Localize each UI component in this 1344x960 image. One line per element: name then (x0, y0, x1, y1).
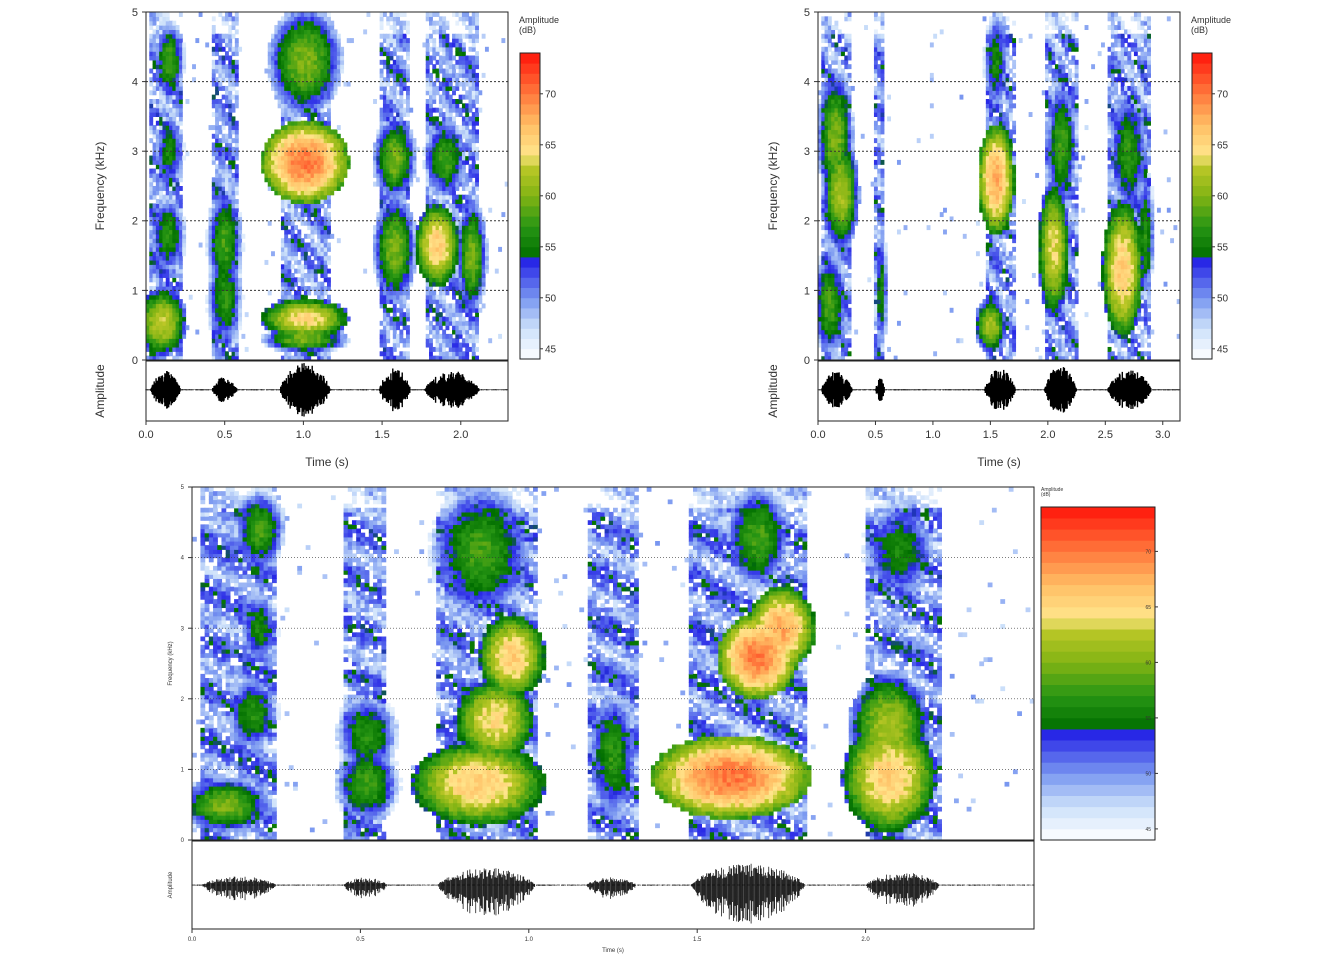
y-axis-label: Frequency (kHz) (93, 142, 107, 231)
colorbar-tick-label: 45 (545, 345, 557, 356)
x-tick-label: 0.0 (810, 429, 825, 441)
spectrogram-cells (146, 12, 508, 360)
colorbar-tick-label: 65 (1145, 605, 1151, 611)
colorbar-tick-label: 45 (1217, 345, 1229, 356)
amplitude-axis-label: Amplitude (766, 364, 780, 418)
colorbar-title: (dB) (519, 25, 536, 35)
x-tick-label: 1.5 (374, 429, 389, 441)
spectrogram-frame (145, 11, 509, 361)
x-tick-label: 1.0 (925, 429, 940, 441)
waveform-trace (817, 367, 1181, 413)
colorbar-tick-label: 45 (1145, 827, 1151, 833)
y-tick-label: 2 (804, 216, 810, 228)
x-tick-label: 2.0 (1040, 429, 1055, 441)
y-tick-label: 3 (804, 146, 810, 158)
colorbar: 45 50 55 60 65 70 Amplitude(dB) (519, 15, 559, 360)
colorbar-tick-label: 55 (545, 243, 557, 254)
colorbar-title: Amplitude (519, 15, 559, 25)
waveform-panel (191, 840, 1035, 930)
colorbar-title: Amplitude (1191, 15, 1231, 25)
waveform-panel (145, 360, 509, 422)
x-tick-label: 2.0 (861, 937, 870, 943)
x-axis-label: Time (s) (602, 948, 624, 954)
colorbar-tick-label: 50 (1217, 294, 1229, 305)
spectrogram-frame (191, 486, 1035, 841)
y-tick-label: 1 (804, 285, 810, 297)
y-tick-label: 5 (804, 7, 810, 19)
y-tick-label: 4 (132, 76, 138, 88)
spectrogram-frame (817, 11, 1181, 361)
x-tick-label: 2.5 (1098, 429, 1113, 441)
colorbar-tick-label: 60 (545, 192, 557, 203)
colorbar-tick-label: 60 (1145, 661, 1151, 667)
y-tick-label: 4 (804, 76, 810, 88)
colorbar-title: (dB) (1191, 25, 1208, 35)
colorbar-tick-label: 50 (1145, 772, 1151, 778)
y-tick-label: 0 (181, 838, 185, 844)
x-tick-label: 1.0 (525, 937, 534, 943)
y-axis-label: Frequency (kHz) (766, 142, 780, 231)
y-tick-label: 3 (181, 626, 185, 632)
y-tick-label: 5 (132, 7, 138, 19)
x-tick-label: 0.5 (356, 937, 365, 943)
colorbar-title: (dB) (1041, 492, 1051, 498)
y-tick-label: 5 (181, 485, 185, 491)
colorbar-tick-label: 65 (1217, 141, 1229, 152)
colorbar-tick-label: 65 (545, 141, 557, 152)
y-tick-label: 0 (132, 355, 138, 367)
y-tick-label: 1 (132, 285, 138, 297)
x-tick-label: 3.0 (1155, 429, 1170, 441)
waveform-trace (145, 363, 509, 417)
y-tick-label: 3 (132, 146, 138, 158)
colorbar-tick-label: 60 (1217, 192, 1229, 203)
x-tick-label: 2.0 (453, 429, 468, 441)
x-tick-label: 0.5 (868, 429, 883, 441)
y-tick-label: 1 (181, 768, 185, 774)
x-tick-label: 1.0 (296, 429, 311, 441)
waveform-trace (191, 863, 1035, 924)
colorbar-title: Amplitude (1041, 487, 1063, 493)
colorbar-tick-label: 55 (1145, 716, 1151, 722)
colorbar-tick-label: 70 (1217, 90, 1229, 101)
spectrogram-cells (192, 487, 1034, 840)
x-tick-label: 1.5 (693, 937, 702, 943)
x-tick-label: 0.0 (188, 937, 197, 943)
colorbar: 45 50 55 60 65 70 Amplitude(dB) (1040, 487, 1158, 841)
y-tick-label: 2 (181, 697, 185, 703)
x-tick-label: 1.5 (983, 429, 998, 441)
amplitude-axis-label: Amplitude (93, 364, 107, 418)
x-tick-label: 0.0 (138, 429, 153, 441)
colorbar-tick-label: 70 (545, 90, 557, 101)
x-axis-label: Time (s) (977, 455, 1021, 469)
amplitude-axis-label: Amplitude (168, 871, 174, 898)
x-axis-label: Time (s) (305, 455, 349, 469)
waveform-panel (817, 360, 1181, 422)
colorbar-tick-label: 55 (1217, 243, 1229, 254)
y-tick-label: 2 (132, 216, 138, 228)
y-axis-label: Frequency (kHz) (168, 641, 174, 685)
colorbar: 45 50 55 60 65 70 Amplitude(dB) (1191, 15, 1231, 360)
colorbar-tick-label: 70 (1145, 550, 1151, 556)
y-tick-label: 0 (804, 355, 810, 367)
spectrogram-cells (818, 12, 1180, 360)
colorbar-tick-label: 50 (545, 294, 557, 305)
y-tick-label: 4 (181, 556, 185, 562)
x-tick-label: 0.5 (217, 429, 232, 441)
